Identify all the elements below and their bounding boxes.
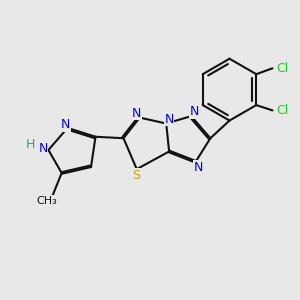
Text: CH₃: CH₃: [37, 196, 57, 206]
Text: H: H: [26, 138, 35, 151]
Text: Cl: Cl: [276, 62, 288, 75]
Text: S: S: [132, 169, 140, 182]
Text: N: N: [164, 112, 174, 126]
Text: Cl: Cl: [276, 104, 288, 117]
Text: N: N: [132, 107, 141, 120]
Text: N: N: [61, 118, 70, 131]
Text: N: N: [194, 160, 203, 174]
Text: N: N: [38, 142, 48, 155]
Text: N: N: [190, 105, 199, 118]
